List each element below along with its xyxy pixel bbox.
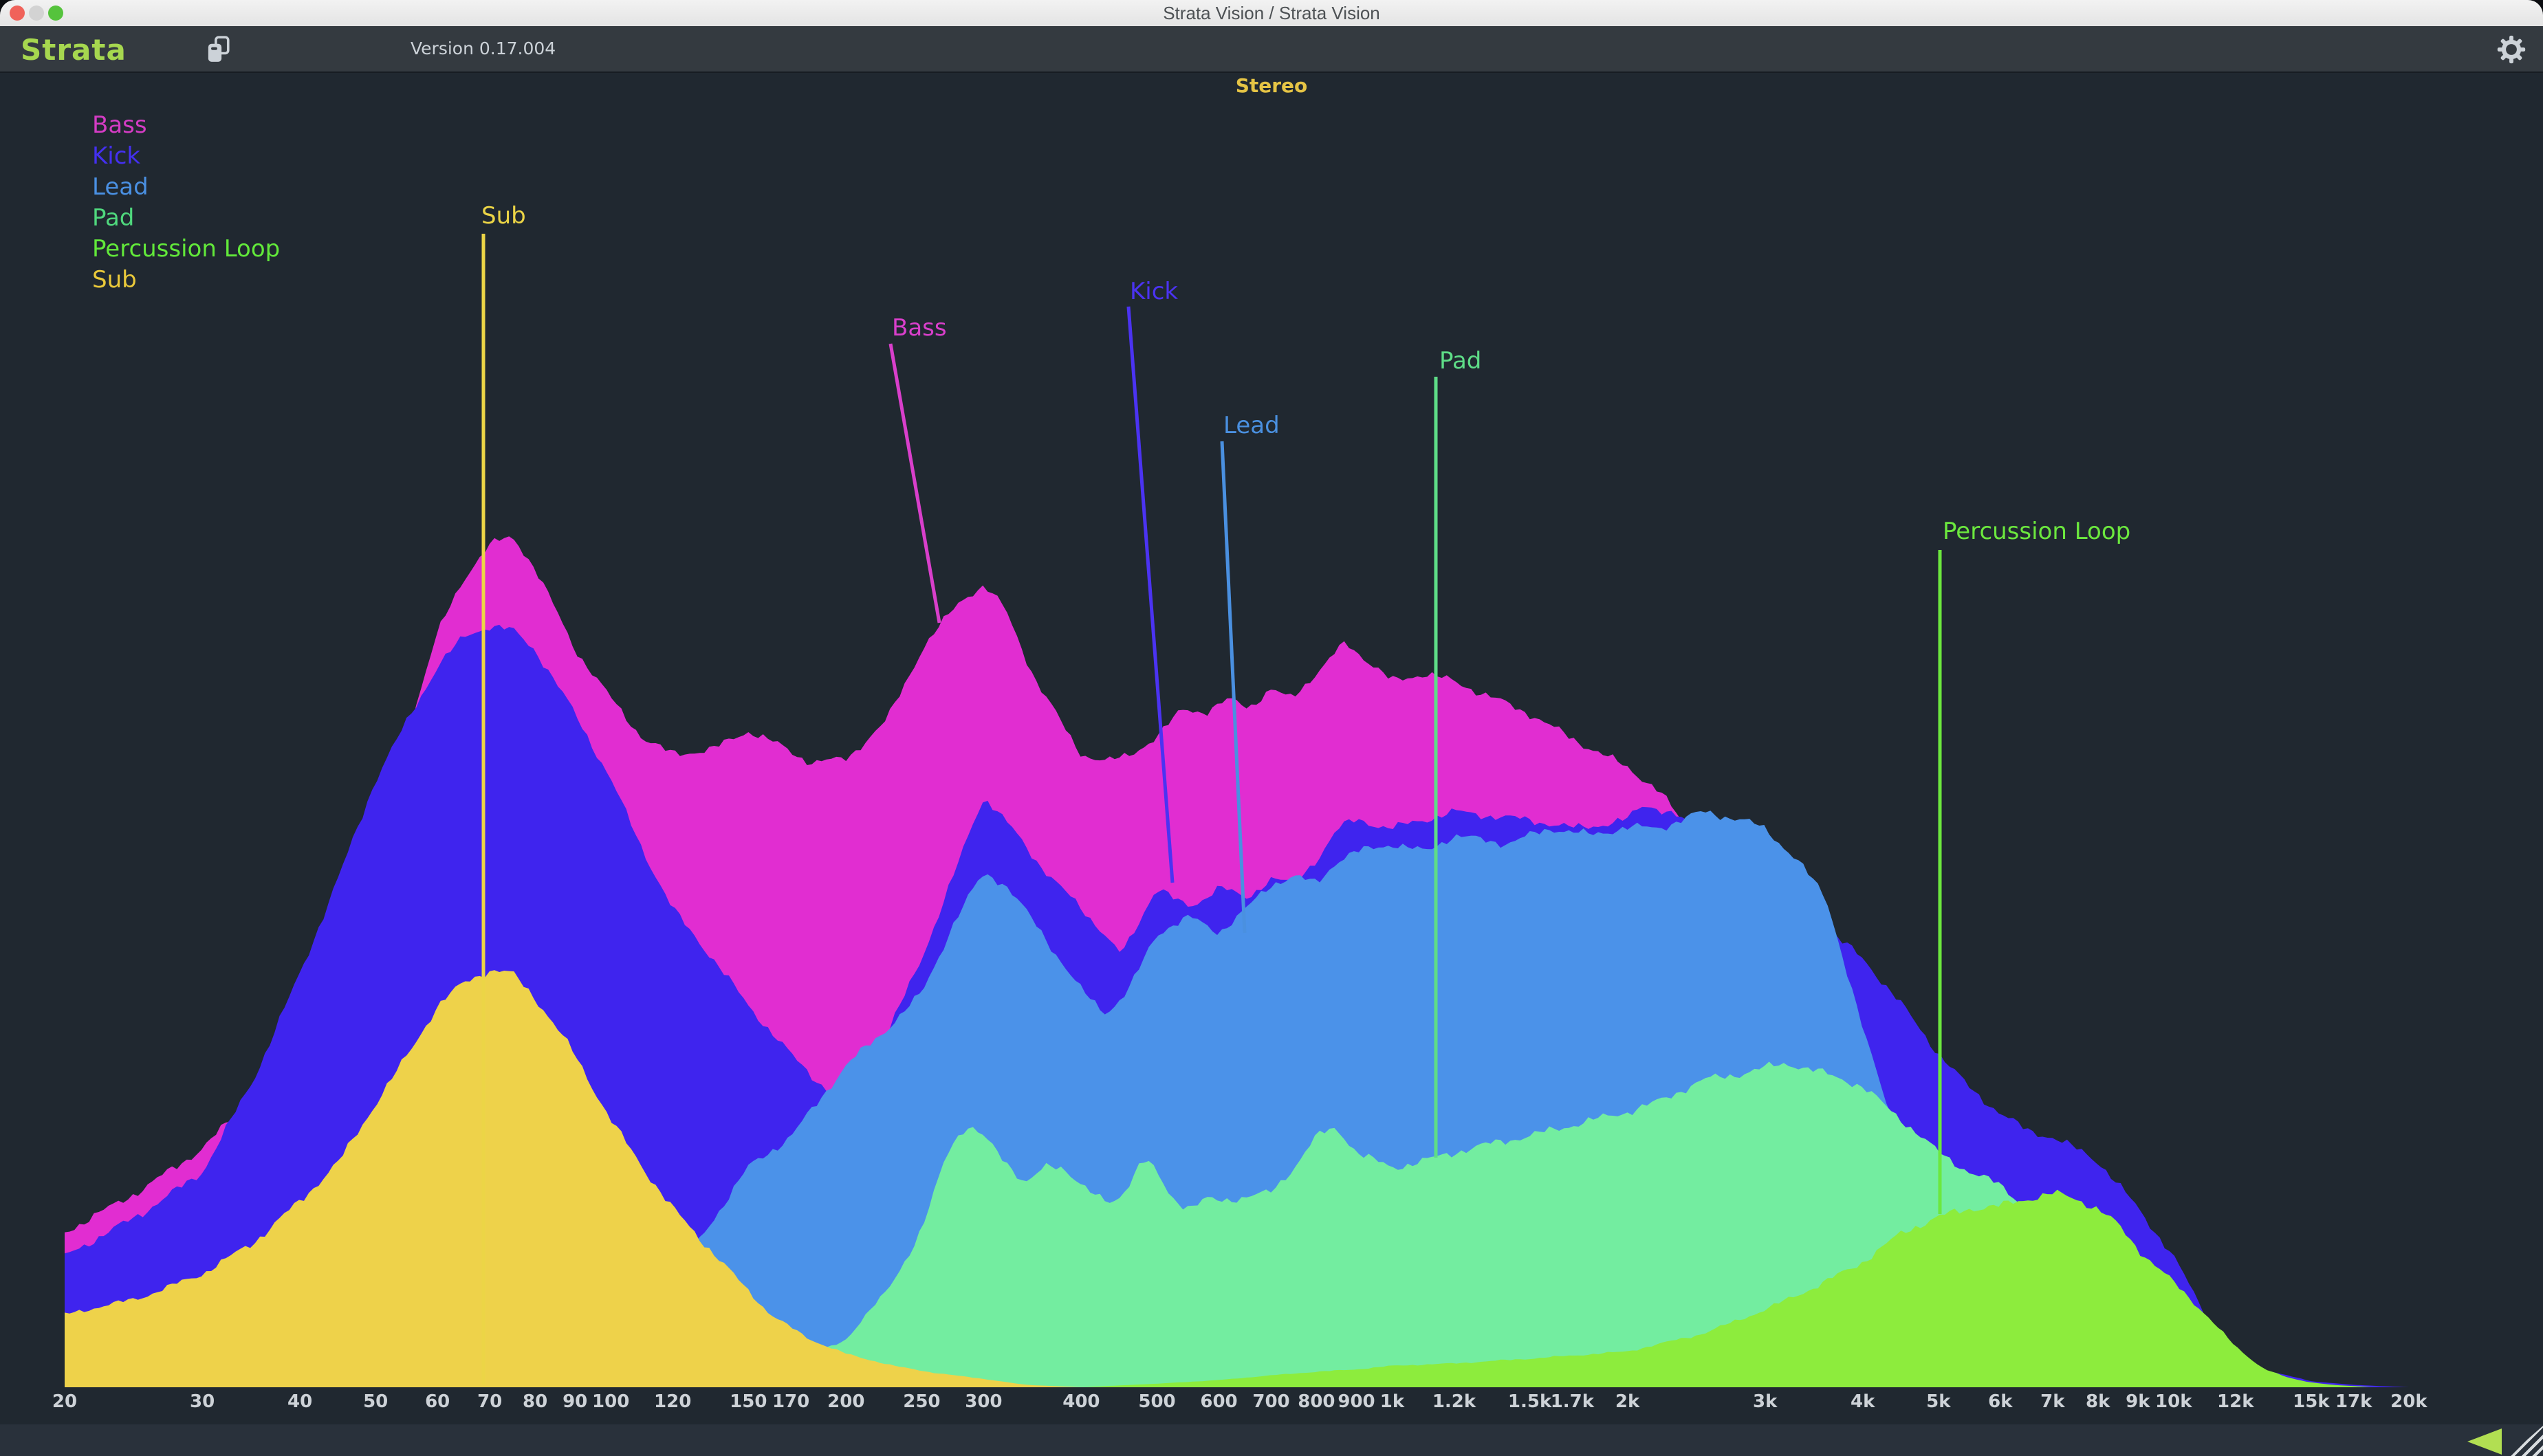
bottom-bar [0,1424,2543,1456]
x-axis-tick-40: 40 [287,1391,313,1412]
x-axis-tick-1k: 1k [1379,1391,1405,1412]
x-axis-tick-900: 900 [1338,1391,1375,1412]
x-axis-tick-60: 60 [425,1391,450,1412]
copy-icon[interactable] [204,34,234,65]
gear-icon[interactable] [2496,34,2526,65]
legend-item-sub[interactable]: Sub [92,266,137,294]
zoom-window-button[interactable] [48,5,63,21]
collapse-left-icon[interactable] [2467,1429,2502,1455]
marker-label-pad[interactable]: Pad [1439,347,1482,375]
x-axis-tick-8k: 8k [2085,1391,2110,1412]
marker-label-kick[interactable]: Kick [1130,278,1179,305]
marker-line-kick [1126,306,1175,883]
x-axis-tick-4k: 4k [1850,1391,1875,1412]
x-axis-tick-150: 150 [730,1391,767,1412]
x-axis-tick-15k: 15k [2293,1391,2330,1412]
spectrum-area-sub [65,970,2409,1387]
x-axis-tick-80: 80 [523,1391,548,1412]
app-logo: Strata [21,33,127,67]
window-title: Strata Vision / Strata Vision [1163,3,1380,23]
legend-item-kick[interactable]: Kick [92,142,141,170]
legend-item-lead[interactable]: Lead [92,173,149,201]
legend-item-percussion-loop[interactable]: Percussion Loop [92,235,281,263]
x-axis-tick-170: 170 [772,1391,810,1412]
x-axis-tick-2k: 2k [1615,1391,1640,1412]
x-axis-tick-1p2k: 1.2k [1432,1391,1476,1412]
x-axis-tick-5k: 5k [1926,1391,1951,1412]
x-axis-tick-200: 200 [827,1391,865,1412]
x-axis-tick-7k: 7k [2040,1391,2065,1412]
version-label: Version 0.17.004 [411,38,556,58]
x-axis-tick-30: 30 [190,1391,215,1412]
x-axis-tick-70: 70 [477,1391,503,1412]
marker-label-sub[interactable]: Sub [481,202,526,230]
spectrum-area-percussion-loop [65,1189,2409,1387]
x-axis-tick-1p5k: 1.5k [1507,1391,1552,1412]
x-axis-tick-400: 400 [1062,1391,1100,1412]
x-axis-tick-3k: 3k [1752,1391,1778,1412]
x-axis-tick-20k: 20k [2390,1391,2427,1412]
track-legend: Bass Kick Lead Pad Percussion Loop Sub [92,110,280,296]
x-axis-tick-17k: 17k [2335,1391,2372,1412]
x-axis-tick-20: 20 [52,1391,78,1412]
marker-label-bass[interactable]: Bass [892,314,947,342]
x-axis-tick-100: 100 [592,1391,630,1412]
legend-item-pad[interactable]: Pad [92,204,135,232]
x-axis-tick-9k: 9k [2126,1391,2150,1412]
marker-line-bass [888,343,941,624]
x-axis-tick-120: 120 [654,1391,692,1412]
titlebar: Strata Vision / Strata Vision [0,0,2543,27]
marker-label-lead[interactable]: Lead [1223,412,1280,439]
close-window-button[interactable] [10,5,25,21]
x-axis-tick-1p7k: 1.7k [1550,1391,1595,1412]
x-axis-tick-12k: 12k [2217,1391,2254,1412]
x-axis-tick-10k: 10k [2155,1391,2192,1412]
x-axis-tick-500: 500 [1138,1391,1176,1412]
x-axis-tick-600: 600 [1200,1391,1238,1412]
x-axis-tick-250: 250 [903,1391,941,1412]
x-axis-tick-700: 700 [1252,1391,1290,1412]
channel-mode-label[interactable]: Stereo [1235,74,1308,97]
x-axis-tick-90: 90 [563,1391,588,1412]
x-axis-tick-800: 800 [1298,1391,1335,1412]
x-axis-tick-6k: 6k [1988,1391,2013,1412]
marker-line-lead [1220,441,1247,934]
minimize-window-button[interactable] [29,5,44,21]
app-header: Strata Version 0.17.004 [0,26,2543,73]
x-axis-tick-300: 300 [965,1391,1003,1412]
marker-label-percussion-loop[interactable]: Percussion Loop [1943,518,2131,545]
x-axis-tick-50: 50 [363,1391,389,1412]
legend-item-bass[interactable]: Bass [92,111,147,139]
